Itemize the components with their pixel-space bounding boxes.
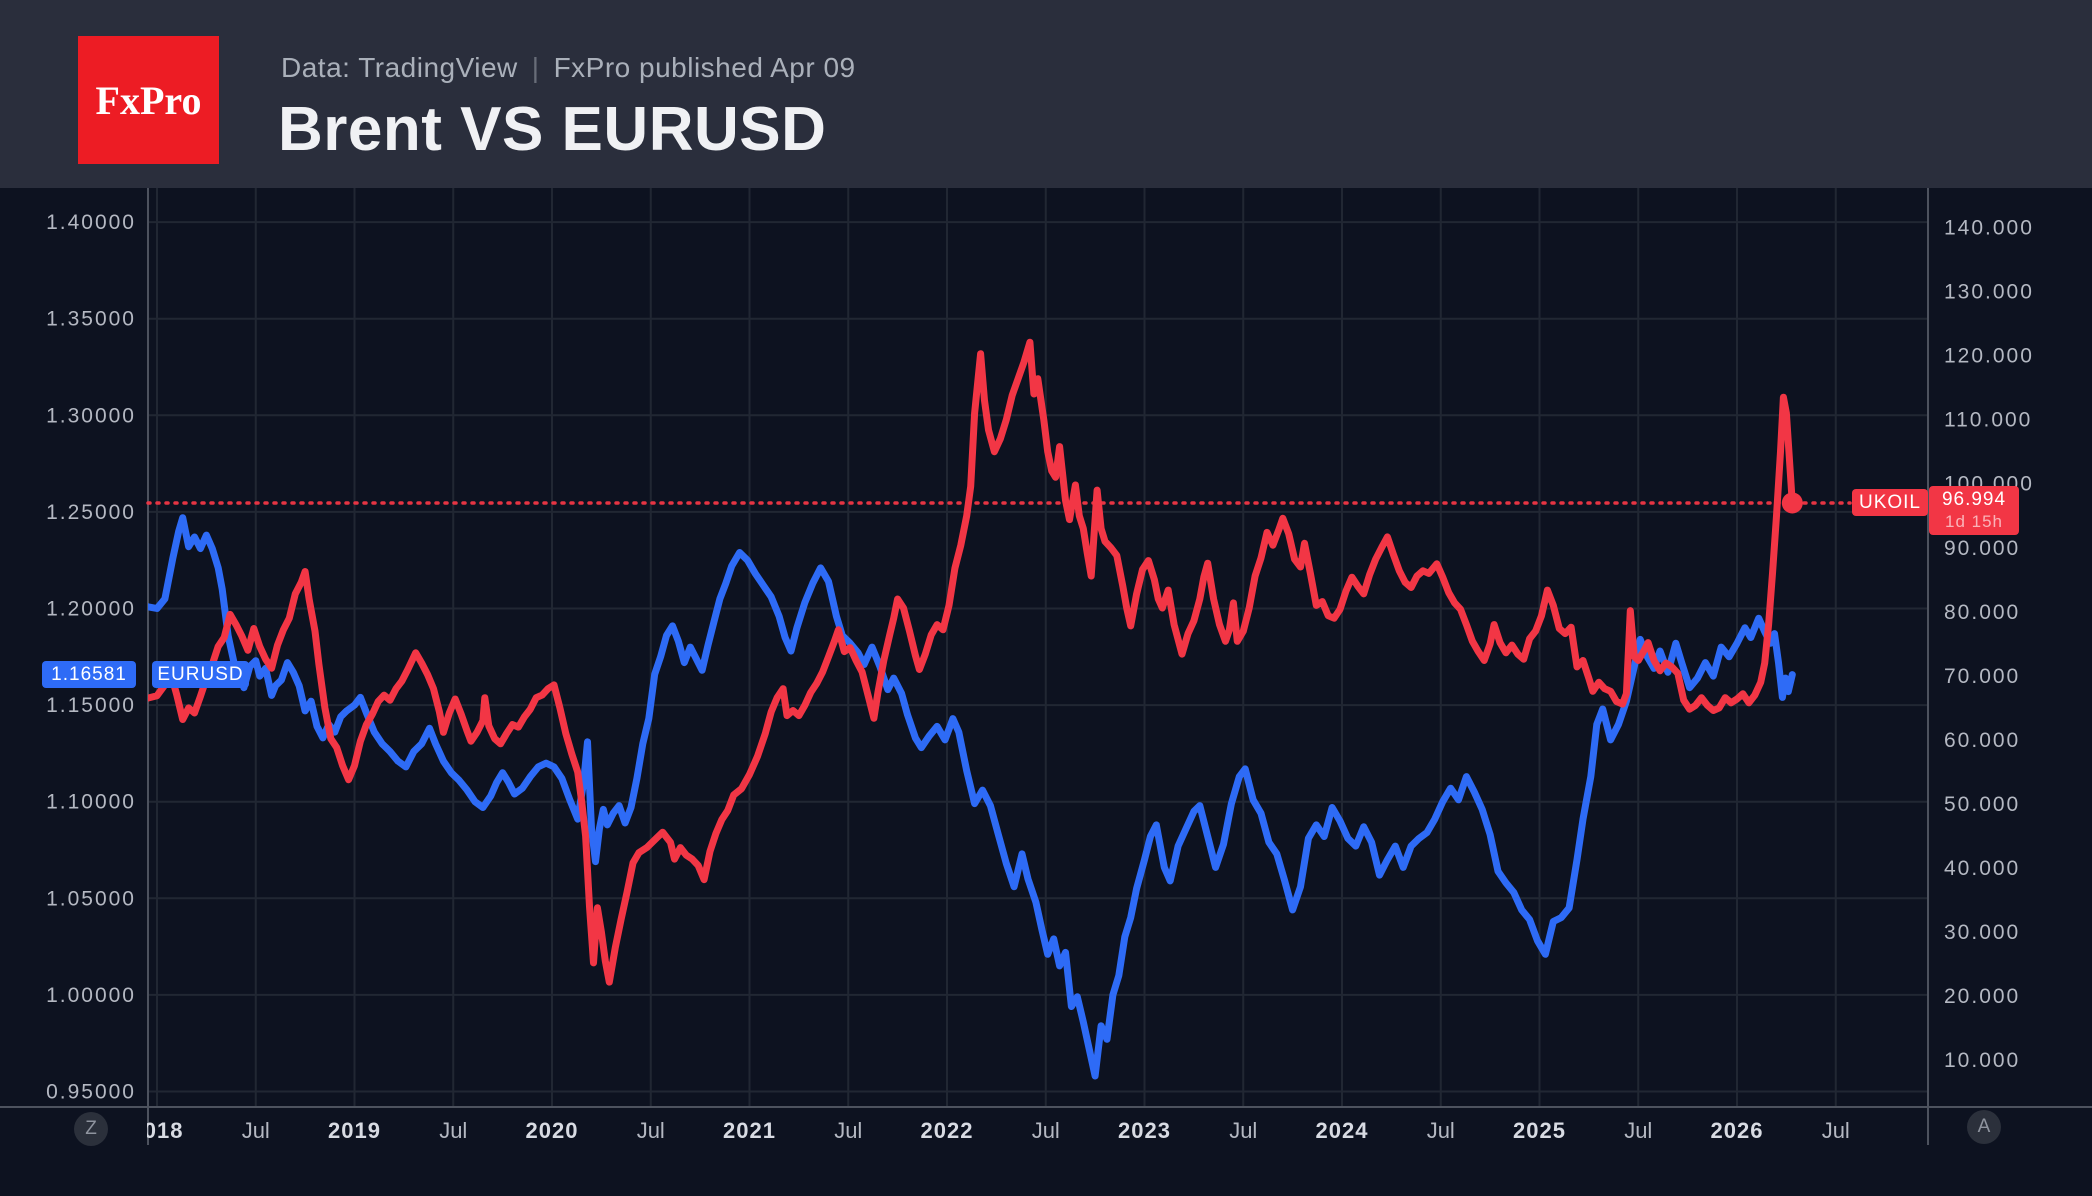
svg-text:2024: 2024: [1316, 1118, 1369, 1143]
ukoil-countdown: 1d 15h: [1945, 511, 2003, 531]
svg-text:2018: 2018: [131, 1118, 184, 1143]
left-price-scale[interactable]: 1.40000 1.35000 1.30000 1.25000 1.20000 1.150…: [46, 211, 136, 1103]
svg-text:90.000: 90.000: [1944, 537, 2020, 560]
svg-text:2022: 2022: [921, 1118, 974, 1143]
svg-text:Jul: Jul: [242, 1118, 270, 1143]
eurusd-price-label: 1.16581: [42, 661, 136, 688]
svg-text:110.000: 110.000: [1944, 409, 2032, 432]
svg-text:2026: 2026: [1711, 1118, 1764, 1143]
svg-text:Jul: Jul: [637, 1118, 665, 1143]
auto-scale-button[interactable]: A: [1967, 1110, 2001, 1144]
svg-text:130.000: 130.000: [1944, 281, 2034, 304]
published-text: FxPro published Apr 09: [553, 52, 856, 83]
svg-text:1.10000: 1.10000: [46, 791, 136, 814]
svg-text:Jul: Jul: [834, 1118, 862, 1143]
grid-lines: [148, 188, 1928, 1107]
header-bar: FxPro Data: TradingView | FxPro published …: [0, 0, 2092, 188]
data-source-text: Data: TradingView: [281, 52, 518, 83]
svg-text:1.35000: 1.35000: [46, 308, 136, 331]
svg-text:Jul: Jul: [1822, 1118, 1850, 1143]
svg-text:2019: 2019: [328, 1118, 381, 1143]
axis-frame: [0, 188, 2092, 1145]
chart-source-caption: Data: TradingView | FxPro published Apr 09: [281, 52, 856, 84]
svg-text:50.000: 50.000: [1944, 793, 2020, 816]
svg-text:1.20000: 1.20000: [46, 598, 136, 621]
svg-text:Jul: Jul: [1032, 1118, 1060, 1143]
svg-text:1.30000: 1.30000: [46, 404, 136, 427]
svg-text:70.000: 70.000: [1944, 665, 2020, 688]
svg-text:1.40000: 1.40000: [46, 211, 136, 234]
svg-text:Jul: Jul: [1229, 1118, 1257, 1143]
ukoil-price-value: 96.994: [1941, 488, 2007, 510]
svg-text:2023: 2023: [1118, 1118, 1171, 1143]
page-title: Brent VS EURUSD: [278, 95, 827, 164]
ukoil-last-price-dot: [1781, 492, 1803, 514]
time-scale[interactable]: 2018 Jul 2019 Jul 2020 Jul 2021 Jul 2022 Jul 2023 J…: [131, 1118, 1850, 1143]
svg-text:1.15000: 1.15000: [46, 694, 136, 717]
eurusd-line: [148, 514, 1796, 1080]
svg-text:2025: 2025: [1513, 1118, 1566, 1143]
svg-text:30.000: 30.000: [1944, 921, 2020, 944]
svg-text:Jul: Jul: [1624, 1118, 1652, 1143]
svg-text:20.000: 20.000: [1944, 985, 2020, 1008]
svg-text:10.000: 10.000: [1944, 1049, 2020, 1072]
timezone-button[interactable]: Z: [74, 1112, 108, 1146]
svg-text:Jul: Jul: [1427, 1118, 1455, 1143]
svg-text:120.000: 120.000: [1944, 345, 2034, 368]
svg-text:140.000: 140.000: [1944, 217, 2034, 240]
svg-text:1.25000: 1.25000: [46, 501, 136, 524]
svg-text:0.95000: 0.95000: [46, 1081, 136, 1104]
svg-text:80.000: 80.000: [1944, 601, 2020, 624]
svg-text:40.000: 40.000: [1944, 857, 2020, 880]
svg-text:2020: 2020: [526, 1118, 579, 1143]
svg-text:1.05000: 1.05000: [46, 887, 136, 910]
svg-text:60.000: 60.000: [1944, 729, 2020, 752]
svg-text:1.00000: 1.00000: [46, 984, 136, 1007]
eurusd-symbol-label: EURUSD: [152, 661, 249, 688]
caption-separator: |: [531, 52, 540, 83]
fxpro-logo-text: FxPro: [95, 77, 202, 123]
right-price-scale[interactable]: 140.000130.000120.000110.000100.00090.00…: [1944, 217, 2034, 1073]
ukoil-symbol-label: UKOIL: [1852, 489, 1928, 516]
svg-text:Jul: Jul: [439, 1118, 467, 1143]
fxpro-logo: FxPro: [78, 36, 219, 164]
ukoil-price-label: 96.994 1d 15h: [1929, 486, 2019, 535]
ukoil-line: [148, 338, 1796, 986]
svg-text:2021: 2021: [723, 1118, 776, 1143]
